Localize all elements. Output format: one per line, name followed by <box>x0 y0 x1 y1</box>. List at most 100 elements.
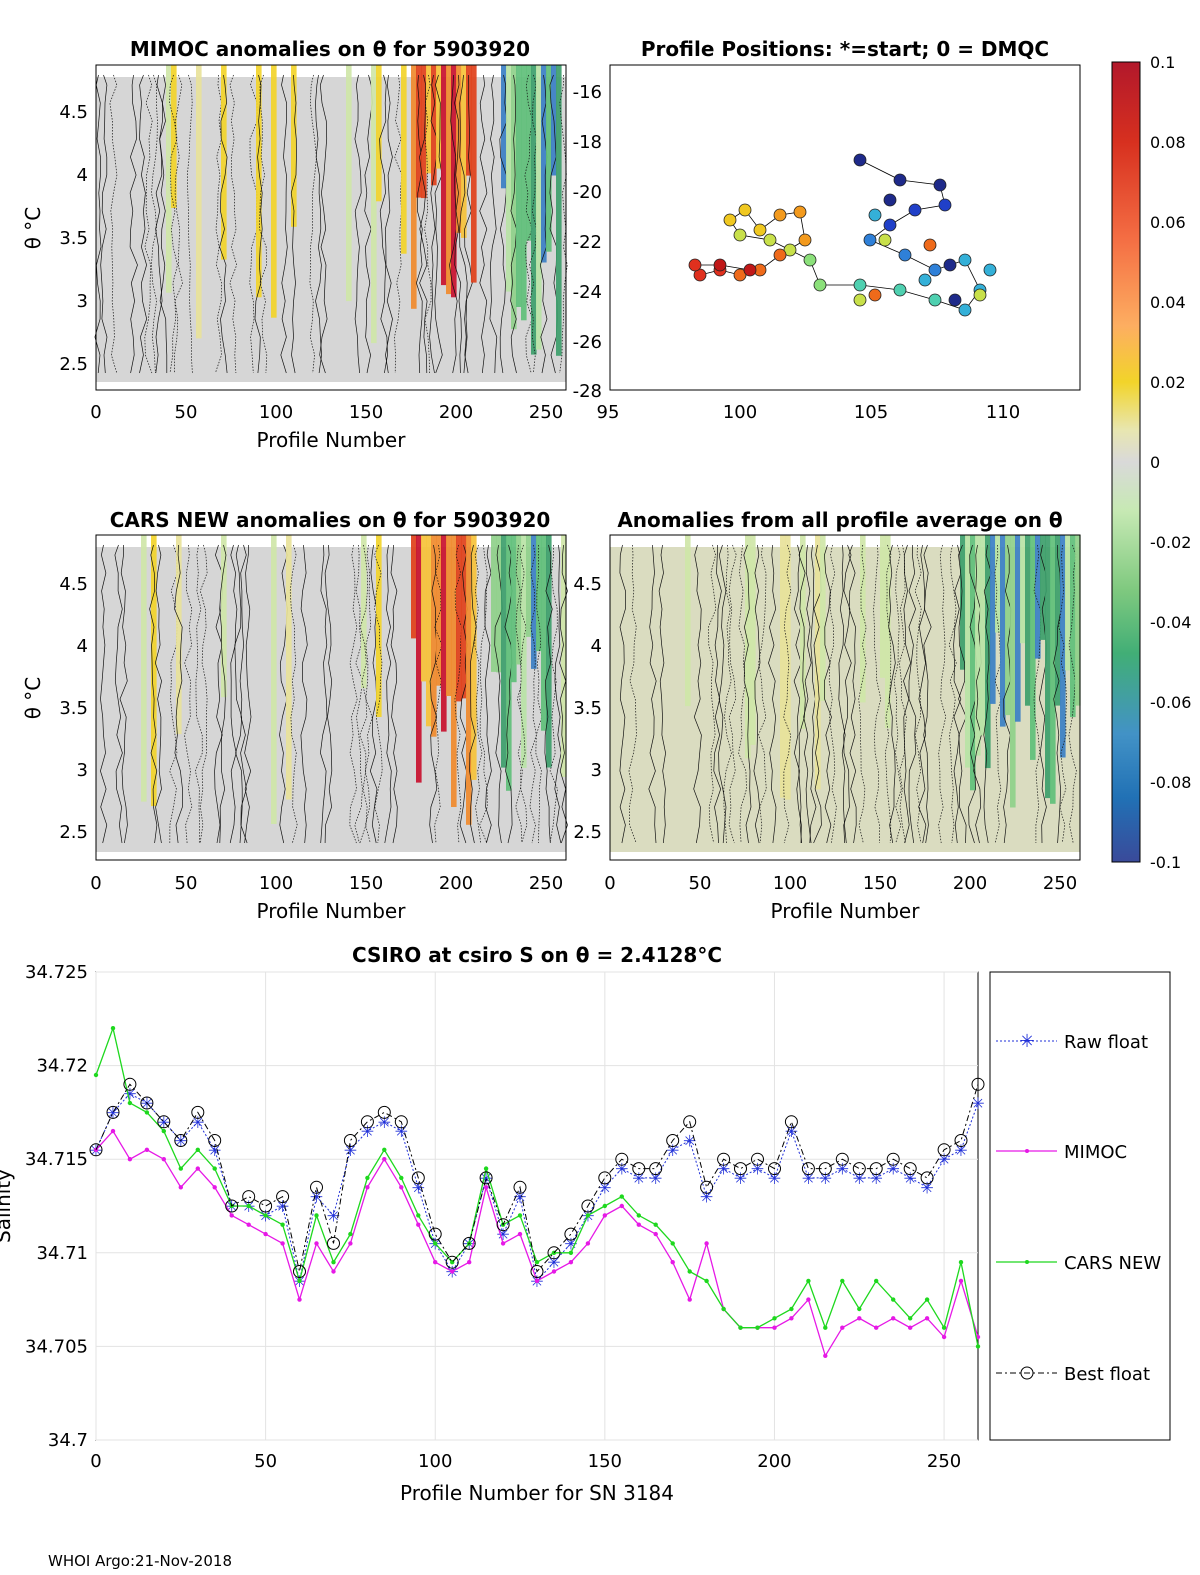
salinity-xtick-label: 150 <box>588 1451 622 1472</box>
data-point <box>670 1260 675 1265</box>
anomaly-column <box>141 535 147 802</box>
anomaly-column <box>176 535 182 735</box>
position-marker <box>733 268 747 282</box>
positions-track: * <box>688 153 997 317</box>
data-point <box>348 1241 353 1246</box>
anomaly-column <box>471 65 477 283</box>
contour-line <box>129 74 138 374</box>
data-point <box>280 1222 285 1227</box>
contour-line <box>280 74 288 374</box>
data-point <box>246 1222 251 1227</box>
avg-xlabel: Profile Number <box>771 899 921 923</box>
data-point <box>975 1344 981 1349</box>
contour-line <box>838 544 847 844</box>
cars-ytick: 3.5 <box>59 698 88 719</box>
salinity-chart: CSIRO at csiro S on θ = 2.4128°C ✳✳ ✳✳✳✳✳… <box>0 943 1171 1505</box>
data-point <box>615 1152 629 1166</box>
colorbar-tick: -0.04 <box>1150 613 1191 632</box>
data-point <box>937 1143 951 1157</box>
position-marker <box>688 258 702 272</box>
anomaly-column <box>685 535 691 707</box>
salinity-xtick-label: 50 <box>254 1451 277 1472</box>
contour-line <box>768 544 777 844</box>
anomaly-column <box>431 535 437 737</box>
anomaly-column <box>526 535 532 637</box>
anomaly-column <box>271 65 277 318</box>
avg-xtick: 50 <box>689 873 712 894</box>
position-marker <box>958 303 972 317</box>
anomaly-column <box>556 65 562 356</box>
position-marker <box>813 278 827 292</box>
contour-line <box>464 74 473 374</box>
contour-line <box>320 544 328 844</box>
data-point <box>891 1316 896 1321</box>
anomaly-column <box>1015 535 1021 722</box>
data-point <box>496 1218 510 1232</box>
data-point <box>598 1171 612 1185</box>
contour-line <box>914 544 922 844</box>
legend-label: Raw float <box>1064 1032 1148 1053</box>
contour-line <box>708 544 717 844</box>
data-point <box>310 1180 323 1194</box>
mimoc-xlabel: Profile Number <box>257 428 407 452</box>
data-point <box>738 1325 743 1330</box>
position-marker <box>893 283 907 297</box>
data-point <box>195 1166 200 1171</box>
data-point <box>483 1166 489 1171</box>
salinity-yticks: 34.725 34.72 34.715 34.71 34.705 34.7 <box>25 962 88 1451</box>
contour-line <box>559 75 568 374</box>
contour-line <box>923 544 932 844</box>
anomaly-column <box>426 65 432 174</box>
anomaly-column <box>421 65 427 199</box>
anomaly-column <box>371 65 377 344</box>
mimoc-xtick: 150 <box>349 402 383 423</box>
position-marker <box>773 208 787 222</box>
data-point <box>835 1152 849 1166</box>
data-point <box>297 1297 302 1302</box>
position-marker <box>878 233 892 247</box>
position-marker <box>853 278 867 292</box>
salinity-xtick-label: 100 <box>418 1451 452 1472</box>
cars-xtick: 200 <box>439 873 473 894</box>
data-point <box>704 1241 709 1246</box>
mimoc-panel: MIMOC anomalies on θ for 5903920 4.5 4 3… <box>21 37 568 452</box>
salinity-ytick-label: 34.705 <box>25 1336 88 1357</box>
contour-line <box>474 544 483 844</box>
contour-line <box>718 544 727 844</box>
data-point <box>127 1157 133 1162</box>
contour-line <box>354 544 363 844</box>
contour-line <box>379 74 388 374</box>
anomaly-column <box>990 535 996 704</box>
avg-ytick: 4 <box>591 636 602 657</box>
data-point <box>632 1162 646 1176</box>
anomaly-column <box>1020 535 1026 644</box>
data-point <box>806 1278 811 1284</box>
anomaly-column <box>441 65 447 286</box>
contour-line <box>843 544 852 844</box>
position-marker <box>923 238 937 252</box>
data-point <box>772 1316 777 1321</box>
positions-ytick: -26 <box>573 332 602 353</box>
positions-ytick: -18 <box>573 132 602 153</box>
anomaly-column <box>1000 535 1006 727</box>
contour-line <box>888 544 896 844</box>
contour-line <box>908 544 917 844</box>
data-point <box>93 1072 99 1078</box>
contour-line <box>324 544 333 844</box>
contour-line <box>459 544 468 844</box>
contour-line <box>319 74 328 374</box>
data-point <box>857 1316 862 1321</box>
start-marker-star: * <box>867 166 875 185</box>
position-marker <box>868 288 882 302</box>
contour-line <box>174 544 183 844</box>
contour-line <box>219 74 228 374</box>
anomaly-column <box>501 535 507 768</box>
mimoc-ytick: 4.5 <box>59 102 88 123</box>
contour-line <box>434 74 443 374</box>
contour-line <box>938 544 947 844</box>
data-point <box>908 1325 913 1330</box>
contour-line <box>394 74 403 374</box>
data-point <box>382 1147 387 1153</box>
contour-line <box>723 544 732 844</box>
data-point <box>687 1269 692 1274</box>
